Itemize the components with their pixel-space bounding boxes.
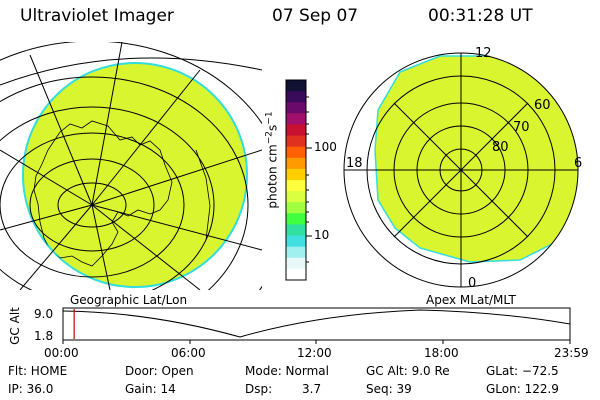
timeline-ytick-min: 1.8: [34, 329, 54, 343]
altitude-curve: [62, 309, 571, 338]
date-label: 07 Sep 07: [272, 6, 359, 26]
mode-status: Mode: Normal: [245, 364, 329, 378]
colorbar-segment: [286, 224, 306, 237]
timeline-xtick-0000: 00:00: [44, 346, 79, 360]
sequence-status: Seq: 39: [366, 382, 412, 396]
colorbar-segment: [286, 113, 306, 125]
timeline-xtick-1800: 18:00: [424, 346, 459, 360]
dsp-value: 3.7: [302, 382, 322, 396]
time-label: 00:31:28 UT: [428, 6, 533, 26]
glat-status: GLat: −72.5: [486, 364, 559, 378]
left-image-disc: [22, 62, 248, 288]
mlat-label-80: 80: [492, 140, 509, 155]
left-panel-label: Geographic Lat/Lon: [70, 293, 188, 307]
colorbar-segment: [286, 235, 306, 248]
colorbar-segment: [286, 146, 306, 159]
colorbar-unit-label: photon cm−2s−1: [264, 111, 280, 209]
colorbar-segment: [286, 246, 306, 259]
mlt-label-0: 0: [468, 276, 477, 291]
colorbar-segment: [286, 257, 306, 270]
timeline-xtick-1200: 12:00: [297, 346, 332, 360]
instrument-title: Ultraviolet Imager: [20, 6, 174, 26]
geographic-map: [0, 42, 262, 290]
mlt-label-18: 18: [346, 156, 363, 171]
dsp-label: Dsp:: [245, 382, 273, 396]
colorbar-segment: [286, 102, 306, 114]
mlat-label-70: 70: [513, 120, 530, 135]
colorbar-segment: [286, 191, 306, 203]
flight-status: Flt: HOME: [8, 364, 68, 378]
mlt-label-12: 12: [475, 46, 492, 61]
timeline-plot: [62, 307, 571, 344]
colorbar-segment: [286, 180, 306, 192]
colorbar-segment: [286, 202, 306, 214]
colorbar-ticks: [306, 96, 312, 263]
right-panel-label: Apex MLat/MLT: [426, 293, 516, 307]
polar-plot: [343, 52, 579, 288]
colorbar-tick-10: 10: [314, 228, 330, 242]
mlt-label-6: 6: [574, 156, 583, 171]
colorbar-segment: [286, 157, 306, 170]
colorbar-segment: [286, 124, 306, 137]
colorbar-segment: [286, 168, 306, 181]
colorbar-frame: [285, 79, 307, 281]
door-status: Door: Open: [125, 364, 194, 378]
gain-status: Gain: 14: [125, 382, 176, 396]
colorbar-segment: [286, 268, 306, 281]
gc-altitude-status: GC Alt: 9.0 Re: [366, 364, 450, 378]
colorbar-segment: [286, 91, 306, 103]
glon-status: GLon: 122.9: [486, 382, 559, 396]
timeline-xtick-0600: 06:00: [171, 346, 206, 360]
timeline-axis-label: GC Alt: [7, 307, 22, 345]
mlat-label-60: 60: [534, 98, 551, 113]
timeline-xtick-2359: 23:59: [554, 346, 589, 360]
timeline-ytick-max: 9.0: [34, 307, 54, 321]
colorbar-tick-100: 100: [314, 140, 337, 154]
ip-status: IP: 36.0: [8, 382, 54, 396]
colorbar-segment: [286, 135, 306, 148]
colorbar-segment: [286, 80, 306, 92]
colorbar: [286, 80, 306, 281]
colorbar-segment: [286, 213, 306, 225]
